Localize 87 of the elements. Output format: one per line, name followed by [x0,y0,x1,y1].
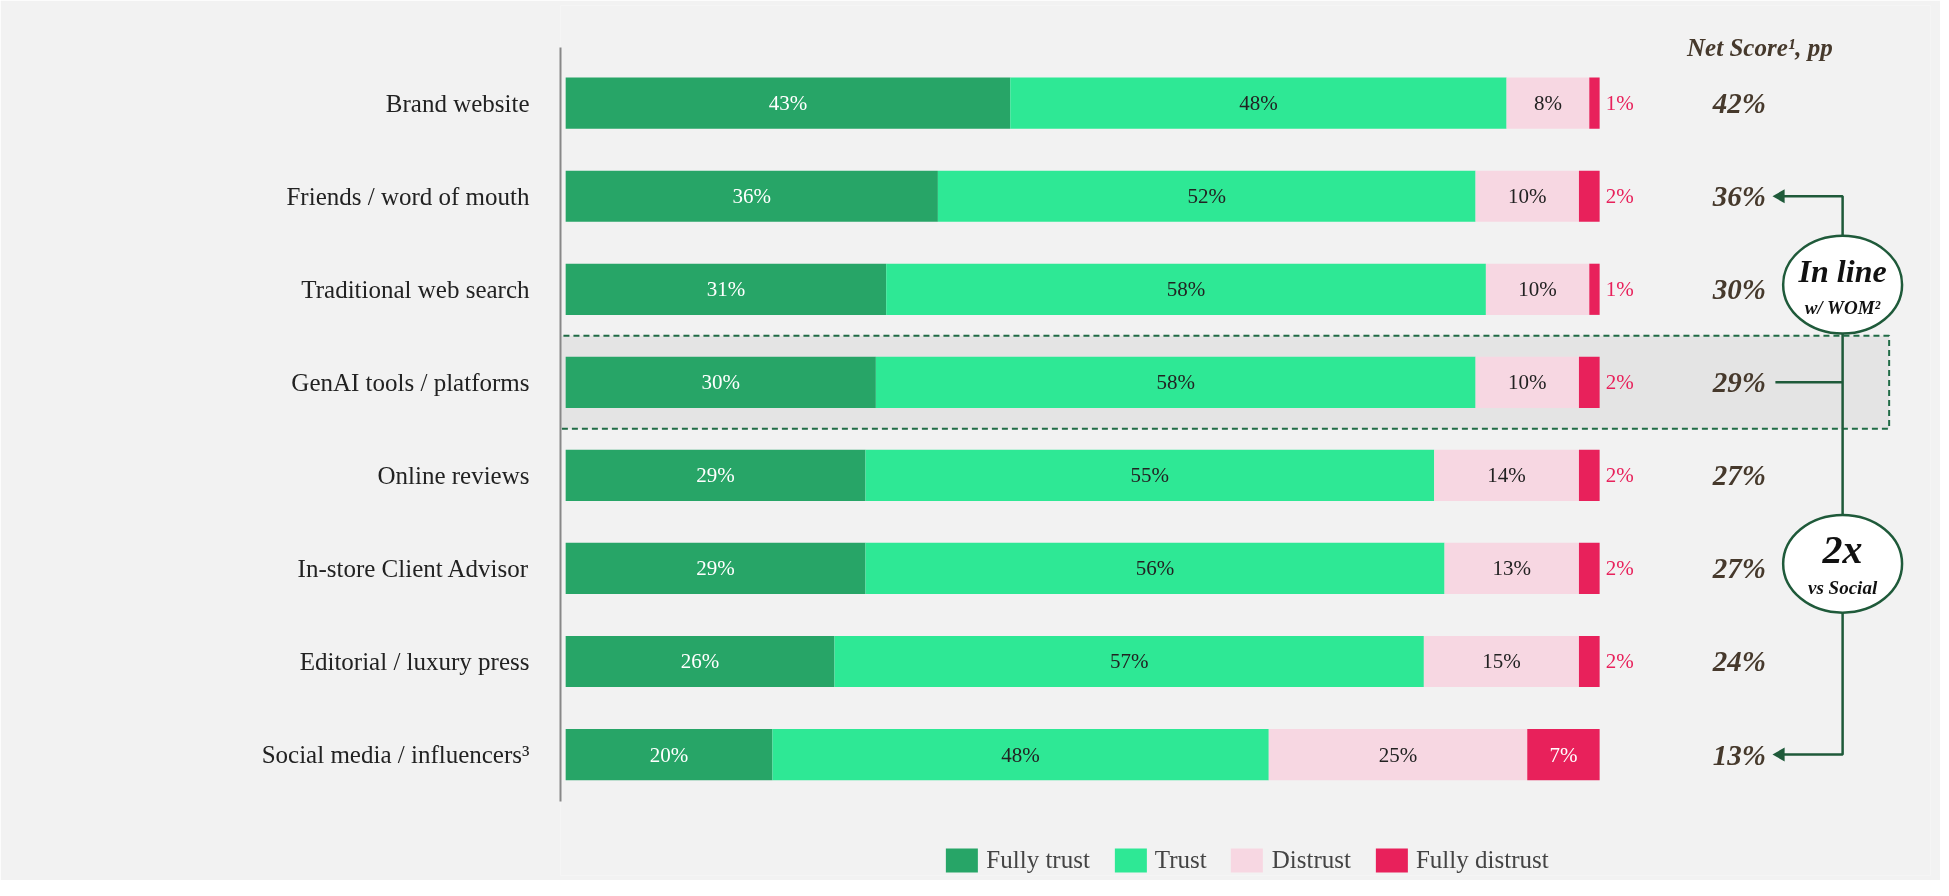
bar [1268,728,1528,781]
data-label: 57% [1109,649,1149,674]
text: 24% [1711,645,1766,678]
data-label: 8% [1533,91,1562,116]
bar [1475,170,1579,222]
data-label: 30% [701,370,741,395]
bar [875,356,1476,408]
text: 13% [1712,738,1766,771]
bar [865,542,1445,595]
bar [1423,635,1579,688]
text: 30% [1711,273,1766,306]
bar [565,449,866,501]
y-tick-label: Social media / influencers³ [261,741,530,769]
data-label: 7% [1549,742,1578,767]
bar [1578,356,1600,408]
data-label: 55% [1130,463,1170,488]
bar [1578,635,1600,688]
data-label: 20% [649,742,689,767]
data-label: 58% [1166,277,1206,302]
bar [565,728,773,781]
bar [1527,728,1600,781]
bar [1475,356,1579,408]
data-label: 10% [1508,184,1547,209]
bar [1010,77,1507,129]
bar [834,635,1424,688]
y-tick-label: Editorial / luxury press [299,647,530,675]
data-label: 2% [1605,184,1634,209]
text: Net Score¹, pp [1686,33,1833,61]
text: 42% [1711,87,1766,120]
bar [1578,449,1600,501]
bar [565,263,887,315]
legend-label: Fully trust [986,846,1090,874]
data-label: 58% [1156,370,1195,395]
bar [1578,542,1600,595]
data-label: 13% [1492,556,1531,581]
bar [565,170,938,222]
data-label: 29% [696,463,735,488]
bar [865,449,1435,501]
data-label: 56% [1135,556,1175,581]
data-label: 25% [1378,742,1418,767]
bar [886,263,1486,315]
data-label: 14% [1487,463,1526,488]
text: 36% [1711,180,1766,213]
data-label: 2% [1605,556,1634,581]
bar [565,635,835,688]
bar [565,77,1011,129]
data-label: 26% [680,649,720,674]
bar [1444,542,1579,595]
bar [1589,77,1600,129]
data-label: 15% [1482,649,1521,674]
data-label: 2% [1605,649,1634,674]
bar [565,356,876,408]
legend-label: Trust [1154,846,1207,874]
data-label: 10% [1518,277,1557,302]
data-label: 1% [1605,277,1634,302]
bar [1589,263,1600,315]
legend-label: Fully distrust [1415,846,1549,874]
data-label: 48% [1001,742,1040,767]
text: 29% [1711,366,1766,399]
data-label: 43% [768,91,808,116]
y-tick-label: Friends / word of mouth [286,182,530,210]
bar [565,542,866,595]
bar [1485,263,1590,315]
data-label: 48% [1239,91,1278,116]
data-label: 2% [1605,463,1634,488]
bar [772,728,1269,781]
data-label: 29% [696,556,735,581]
text: 27% [1711,459,1766,492]
y-tick-label: Traditional web search [301,275,530,303]
data-label: 36% [732,184,772,209]
y-tick-label: Brand website [385,89,530,117]
bar [1578,170,1600,222]
text: In line w/ WOM² [1797,252,1887,319]
bar [1434,449,1579,501]
text: 27% [1711,552,1766,585]
y-tick-label: In-store Client Advisor [297,554,529,582]
data-label: 1% [1605,91,1634,116]
y-tick-label: GenAI tools / platforms [291,368,530,396]
data-label: 31% [706,277,746,302]
legend-label: Distrust [1271,846,1351,874]
y-tick-label: Online reviews [377,461,530,489]
data-label: 10% [1508,370,1547,395]
bar [937,170,1476,222]
text: 2x vs Social [1808,527,1878,598]
data-label: 52% [1187,184,1226,209]
bar [1506,77,1590,129]
data-label: 2% [1605,370,1634,395]
